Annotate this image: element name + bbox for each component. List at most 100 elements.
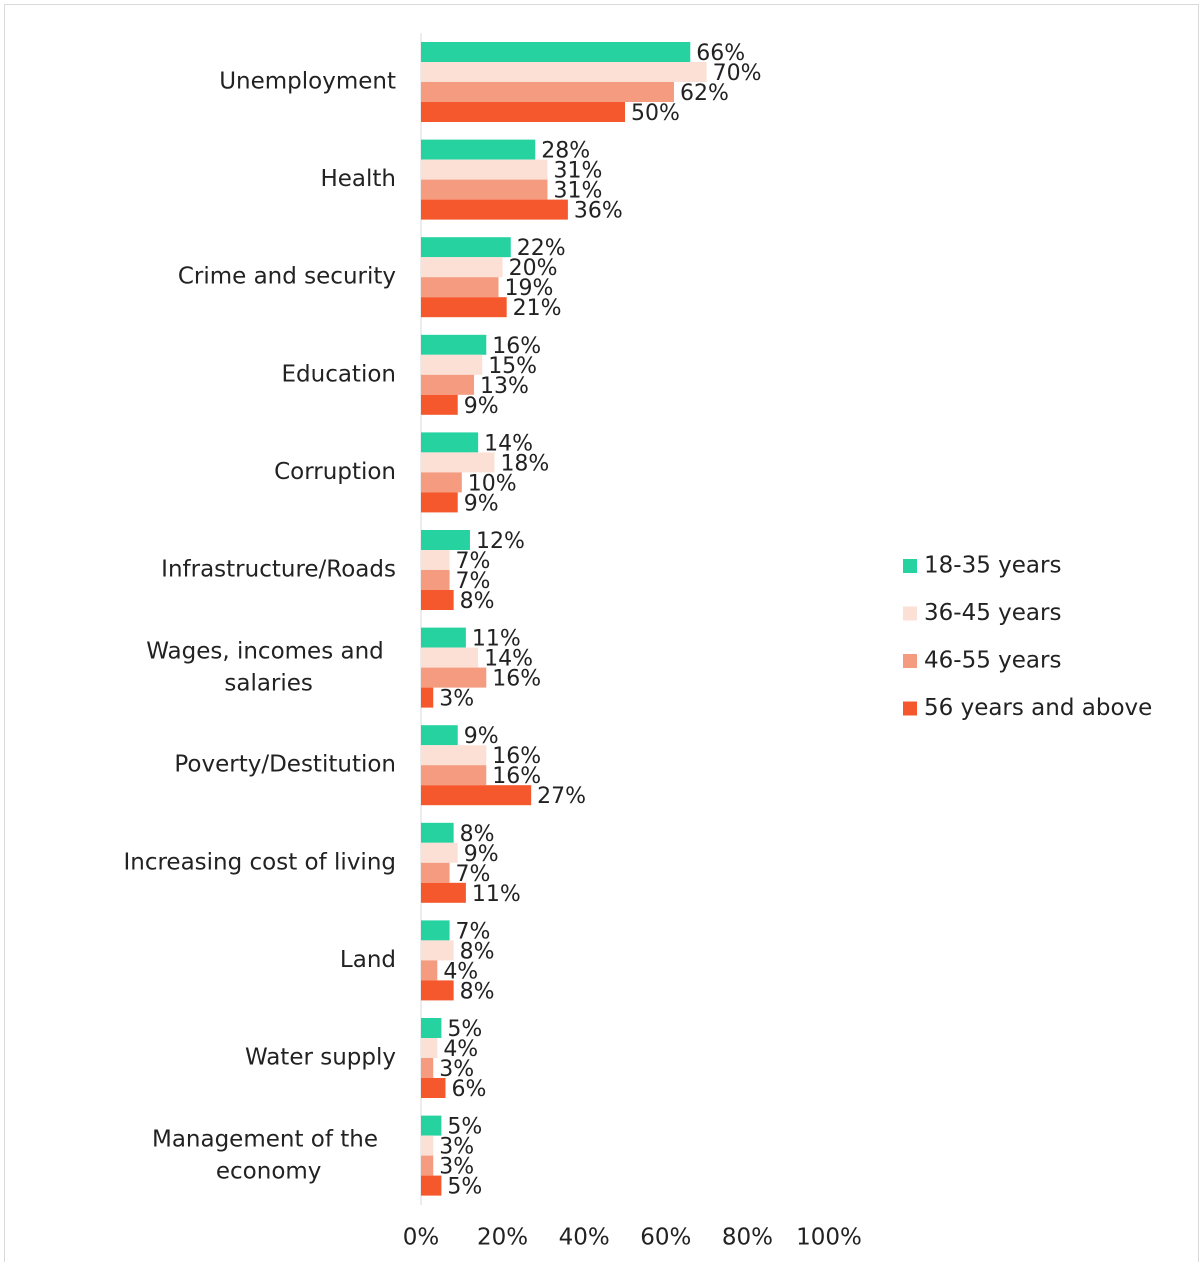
y-tick-label: Wages, incomes and salaries: [146, 638, 384, 696]
data-label: 7%: [456, 919, 491, 944]
bar: [421, 920, 450, 941]
data-label: 8%: [460, 589, 495, 614]
bar: [421, 530, 470, 550]
bar: [421, 237, 511, 258]
data-label: 12%: [476, 529, 525, 554]
y-tick-label: Management of the economy: [152, 1126, 378, 1184]
data-label: 9%: [464, 394, 499, 419]
bar: [421, 550, 450, 570]
chart-border: [4, 4, 1199, 1262]
bar: [421, 257, 503, 278]
bar: [421, 647, 479, 668]
y-tick-label: Crime and security: [178, 264, 396, 290]
data-label: 22%: [517, 236, 566, 261]
data-label: 3%: [439, 1057, 474, 1082]
bar: [421, 570, 450, 590]
data-label: 7%: [456, 862, 491, 887]
bar: [421, 199, 568, 220]
y-tick-label: Infrastructure/Roads: [161, 557, 396, 583]
data-label: 31%: [553, 179, 602, 204]
bar: [421, 334, 487, 355]
bar: [421, 62, 707, 82]
legend-swatch: [903, 654, 917, 668]
x-tick-label: 60%: [640, 1225, 691, 1251]
data-label: 16%: [492, 667, 541, 692]
label-line: Wages, incomes and: [146, 638, 384, 664]
data-label: 18%: [500, 451, 549, 476]
data-label: 9%: [464, 724, 499, 749]
y-tick-label: Water supply: [245, 1045, 396, 1071]
data-label: 28%: [541, 139, 590, 164]
x-tick-label: 40%: [559, 1225, 610, 1251]
data-label: 21%: [513, 296, 562, 321]
data-label: 27%: [537, 784, 586, 809]
bar: [421, 1038, 438, 1058]
y-tick-label: Unemployment: [219, 69, 396, 95]
bar: [421, 82, 674, 102]
bar: [421, 862, 450, 883]
bar: [421, 940, 454, 961]
bar: [421, 277, 499, 298]
x-tick-label: 20%: [477, 1225, 528, 1251]
data-label: 9%: [464, 491, 499, 516]
data-label: 13%: [480, 374, 529, 399]
data-label: 7%: [456, 549, 491, 574]
legend-label: 56 years and above: [924, 695, 1152, 721]
data-label: 5%: [447, 1017, 482, 1042]
x-tick-label: 0%: [403, 1225, 440, 1251]
bar: [421, 882, 466, 903]
data-label: 14%: [484, 431, 533, 456]
x-tick-label: 100%: [796, 1225, 862, 1251]
bar: [421, 179, 548, 200]
data-label: 9%: [464, 842, 499, 867]
bar: [421, 297, 507, 318]
bar: [421, 432, 479, 453]
bar: [421, 590, 454, 610]
data-label: 8%: [460, 822, 495, 847]
data-label: 5%: [447, 1115, 482, 1140]
bar: [421, 492, 458, 513]
bar: [421, 627, 466, 648]
data-label: 10%: [468, 471, 517, 496]
data-label: 16%: [492, 334, 541, 359]
data-label: 11%: [472, 627, 521, 652]
data-label: 50%: [631, 101, 680, 126]
bar: [421, 785, 532, 806]
bar: [421, 765, 487, 786]
data-label: 15%: [488, 354, 537, 379]
label-line: salaries: [217, 670, 313, 696]
data-label: 11%: [472, 882, 521, 907]
bar: [421, 687, 434, 708]
legend-label: 46-55 years: [924, 648, 1061, 674]
bar: [421, 452, 495, 473]
bar: [421, 1115, 442, 1136]
bar: [421, 1175, 442, 1196]
y-tick-label: Land: [340, 947, 396, 973]
data-label: 8%: [460, 939, 495, 964]
data-label: 16%: [492, 744, 541, 769]
bar: [421, 1078, 446, 1098]
bar: [421, 725, 458, 746]
legend-swatch: [903, 559, 917, 573]
data-label: 70%: [713, 61, 762, 86]
label-line: economy: [209, 1158, 322, 1184]
y-tick-label: Corruption: [274, 459, 396, 485]
data-label: 20%: [509, 256, 558, 281]
data-label: 16%: [492, 764, 541, 789]
data-label: 3%: [439, 687, 474, 712]
data-label: 8%: [460, 979, 495, 1004]
bar: [421, 1058, 434, 1078]
bar: [421, 354, 483, 375]
bar: [421, 667, 487, 688]
bar: [421, 472, 462, 493]
bar: [421, 102, 625, 122]
data-label: 3%: [439, 1135, 474, 1160]
bar: [421, 1155, 434, 1176]
data-label: 66%: [696, 41, 745, 66]
data-label: 3%: [439, 1155, 474, 1180]
bar: [421, 980, 454, 1001]
data-label: 14%: [484, 647, 533, 672]
data-label: 62%: [680, 81, 729, 106]
x-tick-label: 80%: [722, 1225, 773, 1251]
